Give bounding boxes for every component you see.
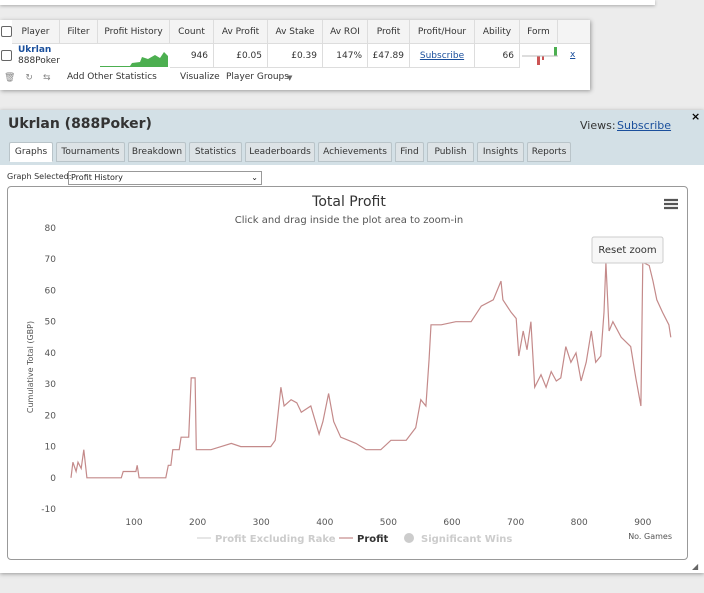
column-header: Ability [475,20,520,44]
profit-line [70,261,672,479]
reset-zoom-button[interactable] [591,236,664,264]
y-tick-label: 70 [45,255,57,265]
legend-item[interactable]: Significant Wins [421,534,512,545]
column-header: Form [520,20,558,44]
views-link[interactable]: Subscribe [617,119,672,132]
profit-sparkline [100,47,168,67]
dropdown-caret: ▼ [287,74,293,82]
graph-select[interactable]: Profit History ⌄ [68,171,262,185]
chart-subtitle: Click and drag inside the plot area to z… [235,215,463,226]
chart: Total Profit Click and drag inside the pl… [7,186,688,560]
subscribe-link[interactable]: Subscribe [410,44,475,68]
form-chart [522,47,558,65]
form-sparkline [522,46,558,66]
toolbar-button[interactable]: Visualize [180,72,220,82]
sparkline [100,52,168,67]
tab[interactable]: Statistics [189,142,242,162]
column-header: Av ROI [323,20,368,44]
x-tick-label: 400 [316,518,333,528]
tab[interactable]: Find [395,142,424,162]
tab[interactable]: Achievements [318,142,392,162]
y-tick-label: 10 [45,443,57,453]
y-tick-label: 80 [45,224,57,234]
y-tick-label: 0 [50,474,56,484]
checkbox[interactable] [1,26,12,37]
resize-handle: ◢ [692,562,699,571]
header-end [558,20,590,44]
x-tick-label: 800 [571,518,588,528]
toolbar-icons: 🗑↻⇆ [4,73,61,83]
stat-value: 66 [475,44,520,68]
stat-value: £0.39 [268,44,323,68]
column-header: Profit [368,20,410,44]
y-tick-label: 50 [45,318,57,328]
tab[interactable]: Publish [427,142,474,162]
panel-title: Ukrlan (888Poker) [8,116,152,132]
tab[interactable]: Leaderboards [245,142,315,162]
x-tick-label: 300 [253,518,270,528]
checkbox[interactable] [1,50,12,61]
y-tick-label: 40 [45,349,57,359]
top-strip [0,0,655,5]
remove-link[interactable]: x [570,50,576,60]
tab[interactable]: Insights [477,142,524,162]
column-header: Count [170,20,214,44]
y-axis-label: Cumulative Total (GBP) [26,321,35,413]
x-tick-label: 100 [125,518,142,528]
tab[interactable]: Breakdown [128,142,186,162]
column-header: Player [12,20,60,44]
player-name[interactable]: Ukrlan [18,45,52,55]
legend-symbol [404,533,414,543]
x-tick-label: 700 [507,518,524,528]
column-header: Av Profit [214,20,268,44]
toolbar-button[interactable]: Player Groups [226,72,289,82]
graph-selected-label: Graph Selected: [7,172,72,181]
y-tick-label: 20 [45,411,57,421]
x-tick-label: 200 [189,518,206,528]
tab[interactable]: Graphs [9,142,53,162]
column-header: Av Stake [268,20,323,44]
column-header: Filter [60,20,98,44]
x-tick-label: 500 [380,518,397,528]
stat-value: 946 [170,44,214,68]
player-site: 888Poker [18,56,60,66]
reset-zoom-label[interactable]: Reset zoom [598,245,656,256]
legend-item[interactable]: Profit [357,534,389,545]
chart-title: Total Profit [311,194,386,210]
x-tick-label: 900 [634,518,651,528]
stat-value: £0.05 [214,44,268,68]
graph-select-value: Profit History [71,173,123,182]
x-tick-label: 600 [443,518,460,528]
legend-item[interactable]: Profit Excluding Rake [215,534,336,545]
tab[interactable]: Reports [527,142,571,162]
stat-value: £47.89 [368,44,410,68]
toolbar-button[interactable]: Add Other Statistics [67,72,157,82]
y-tick-label: -10 [41,505,56,515]
close-button[interactable]: × [691,110,701,123]
tab[interactable]: Tournaments [56,142,125,162]
stats-card: Player Filter Profit History Count Av Profit… [0,20,590,90]
player-panel: Ukrlan (888Poker) Views: Subscribe × Gra… [0,110,704,573]
column-header: Profit History [98,20,170,44]
tab-bar: Graphs Tournaments Breakdown Statistics Lead… [0,142,704,164]
views-label: Views: [580,119,616,132]
y-tick-label: 60 [45,286,57,296]
y-tick-label: 30 [45,380,57,390]
x-axis-label: No. Games [628,532,672,541]
column-header: Profit/Hour [410,20,475,44]
stat-value: 147% [323,44,368,68]
